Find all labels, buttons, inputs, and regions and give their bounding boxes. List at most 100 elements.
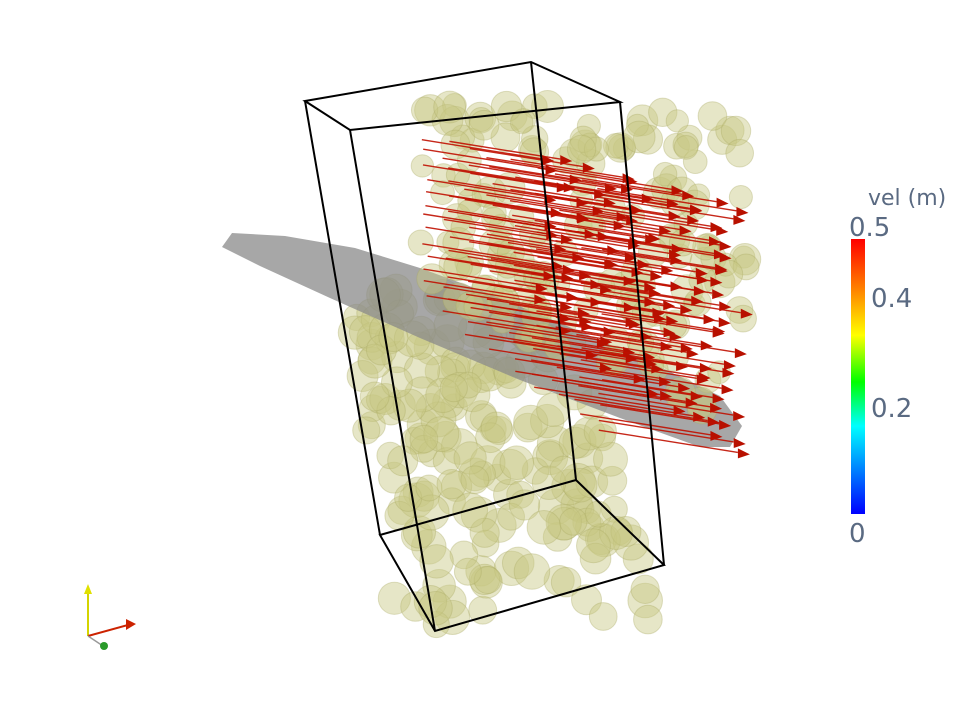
- arrow-head: [733, 214, 746, 225]
- particle: [358, 394, 387, 423]
- arrow-head: [650, 271, 663, 282]
- velocity-arrow: [534, 386, 674, 411]
- particle: [575, 465, 609, 499]
- particle: [374, 324, 405, 355]
- particle: [377, 581, 411, 615]
- particle: [576, 113, 601, 138]
- particle: [392, 388, 427, 423]
- particle: [493, 550, 530, 587]
- arrow-head: [661, 264, 674, 275]
- particle: [599, 515, 634, 551]
- particle: [571, 442, 604, 474]
- velocity-arrow: [580, 413, 711, 436]
- particle: [583, 136, 609, 162]
- particle: [357, 343, 393, 379]
- velocity-arrow: [599, 351, 723, 373]
- particle: [380, 366, 413, 399]
- particle: [588, 602, 618, 631]
- arrow-head: [542, 154, 555, 165]
- particle: [728, 242, 762, 276]
- particle: [579, 542, 612, 575]
- particle: [481, 507, 517, 543]
- velocity-arrow: [598, 224, 720, 246]
- arrow-head: [554, 243, 567, 254]
- particle: [600, 495, 628, 523]
- particle: [416, 263, 448, 295]
- color-legend-bar: [851, 239, 865, 514]
- velocity-arrow: [531, 359, 660, 382]
- particle: [468, 563, 501, 596]
- particle: [560, 488, 593, 521]
- particle: [434, 599, 471, 635]
- particle: [570, 584, 603, 616]
- arrow-head: [719, 419, 732, 430]
- arrow-head: [600, 362, 613, 373]
- particle: [465, 400, 498, 433]
- particle: [593, 441, 629, 477]
- velocity-arrow: [512, 214, 649, 238]
- particle: [424, 355, 457, 388]
- particle: [529, 403, 565, 439]
- velocity-arrow: [448, 180, 577, 203]
- particle: [576, 528, 611, 564]
- particle: [369, 382, 402, 416]
- velocity-arrow: [423, 213, 547, 235]
- velocity-arrow: [598, 262, 711, 282]
- velocity-arrow: [467, 320, 597, 343]
- particle: [509, 110, 534, 135]
- velocity-arrow: [602, 248, 716, 269]
- particle: [432, 447, 461, 475]
- velocity-arrow: [422, 243, 552, 266]
- arrow-head: [678, 382, 691, 393]
- particle: [419, 544, 454, 579]
- velocity-arrow: [578, 204, 711, 227]
- arrow-head: [592, 205, 605, 216]
- arrow-head: [600, 284, 613, 295]
- particle: [605, 132, 636, 163]
- particle: [496, 100, 528, 132]
- velocity-arrow: [515, 176, 642, 199]
- velocity-arrow: [470, 263, 591, 285]
- velocity-arrow: [599, 274, 713, 294]
- particle: [673, 135, 699, 160]
- particle: [469, 445, 506, 482]
- arrow-head: [621, 183, 634, 194]
- particle: [432, 386, 465, 419]
- arrow-head: [576, 197, 589, 208]
- velocity-arrow: [489, 166, 622, 189]
- arrow-head: [535, 282, 548, 293]
- velocity-arrow: [490, 258, 624, 281]
- particle: [365, 385, 394, 414]
- arrow-head: [560, 155, 573, 166]
- particle: [536, 392, 571, 427]
- particle: [586, 523, 621, 558]
- arrow-head: [631, 267, 644, 278]
- particle: [469, 403, 498, 432]
- velocity-arrow: [443, 286, 561, 307]
- arrow-head: [561, 272, 574, 283]
- arrow-head: [644, 358, 657, 369]
- particle: [473, 565, 502, 595]
- particle: [387, 445, 419, 477]
- particle: [418, 591, 453, 626]
- velocity-arrow: [486, 243, 607, 264]
- particle: [537, 488, 575, 525]
- arrow-head: [680, 304, 693, 315]
- arrow-head: [663, 300, 676, 311]
- velocity-arrow: [531, 282, 664, 305]
- velocity-arrow: [513, 340, 646, 363]
- particle: [458, 457, 492, 492]
- arrow-head: [625, 353, 638, 364]
- velocity-arrow: [448, 249, 564, 270]
- particle: [440, 470, 473, 502]
- velocity-arrow: [486, 156, 626, 181]
- particle: [535, 440, 564, 469]
- particle: [728, 185, 753, 210]
- particle: [491, 448, 529, 486]
- velocity-arrow: [578, 385, 711, 408]
- particle: [672, 131, 699, 159]
- particle: [569, 129, 602, 162]
- velocity-arrow: [600, 404, 720, 425]
- particle: [403, 352, 441, 389]
